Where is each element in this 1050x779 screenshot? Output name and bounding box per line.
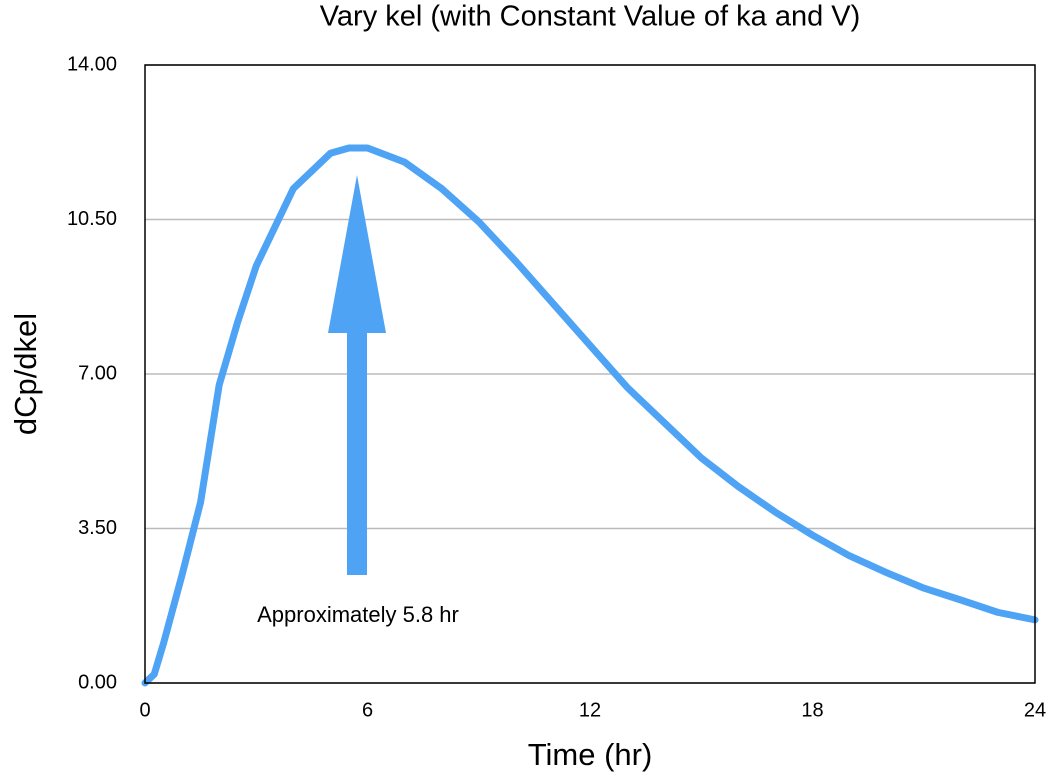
plot (141, 144, 1039, 687)
y-tick-label: 3.50 (78, 517, 117, 539)
y-tick-label: 14.00 (67, 53, 117, 75)
y-axis-title: dCp/dkel (8, 313, 43, 435)
grid (145, 64, 1035, 684)
chart-title: Vary kel (with Constant Value of ka and … (320, 1, 861, 33)
y-tick-label: 7.00 (78, 362, 117, 384)
x-tick-label: 24 (1024, 699, 1046, 721)
x-tick-label: 12 (579, 699, 601, 721)
annotation: Approximately 5.8 hr (257, 602, 459, 627)
plot-frame (144, 64, 1036, 684)
data-line (141, 144, 1039, 687)
x-tick-label: 18 (801, 699, 823, 721)
x-axis-title: Time (hr) (528, 737, 653, 772)
x-tick-label: 6 (362, 699, 373, 721)
x-tick-label: 0 (139, 699, 150, 721)
annotation-arrow (328, 175, 386, 575)
y-tick-label: 10.50 (67, 208, 117, 230)
y-tick-label: 0.00 (78, 671, 117, 693)
